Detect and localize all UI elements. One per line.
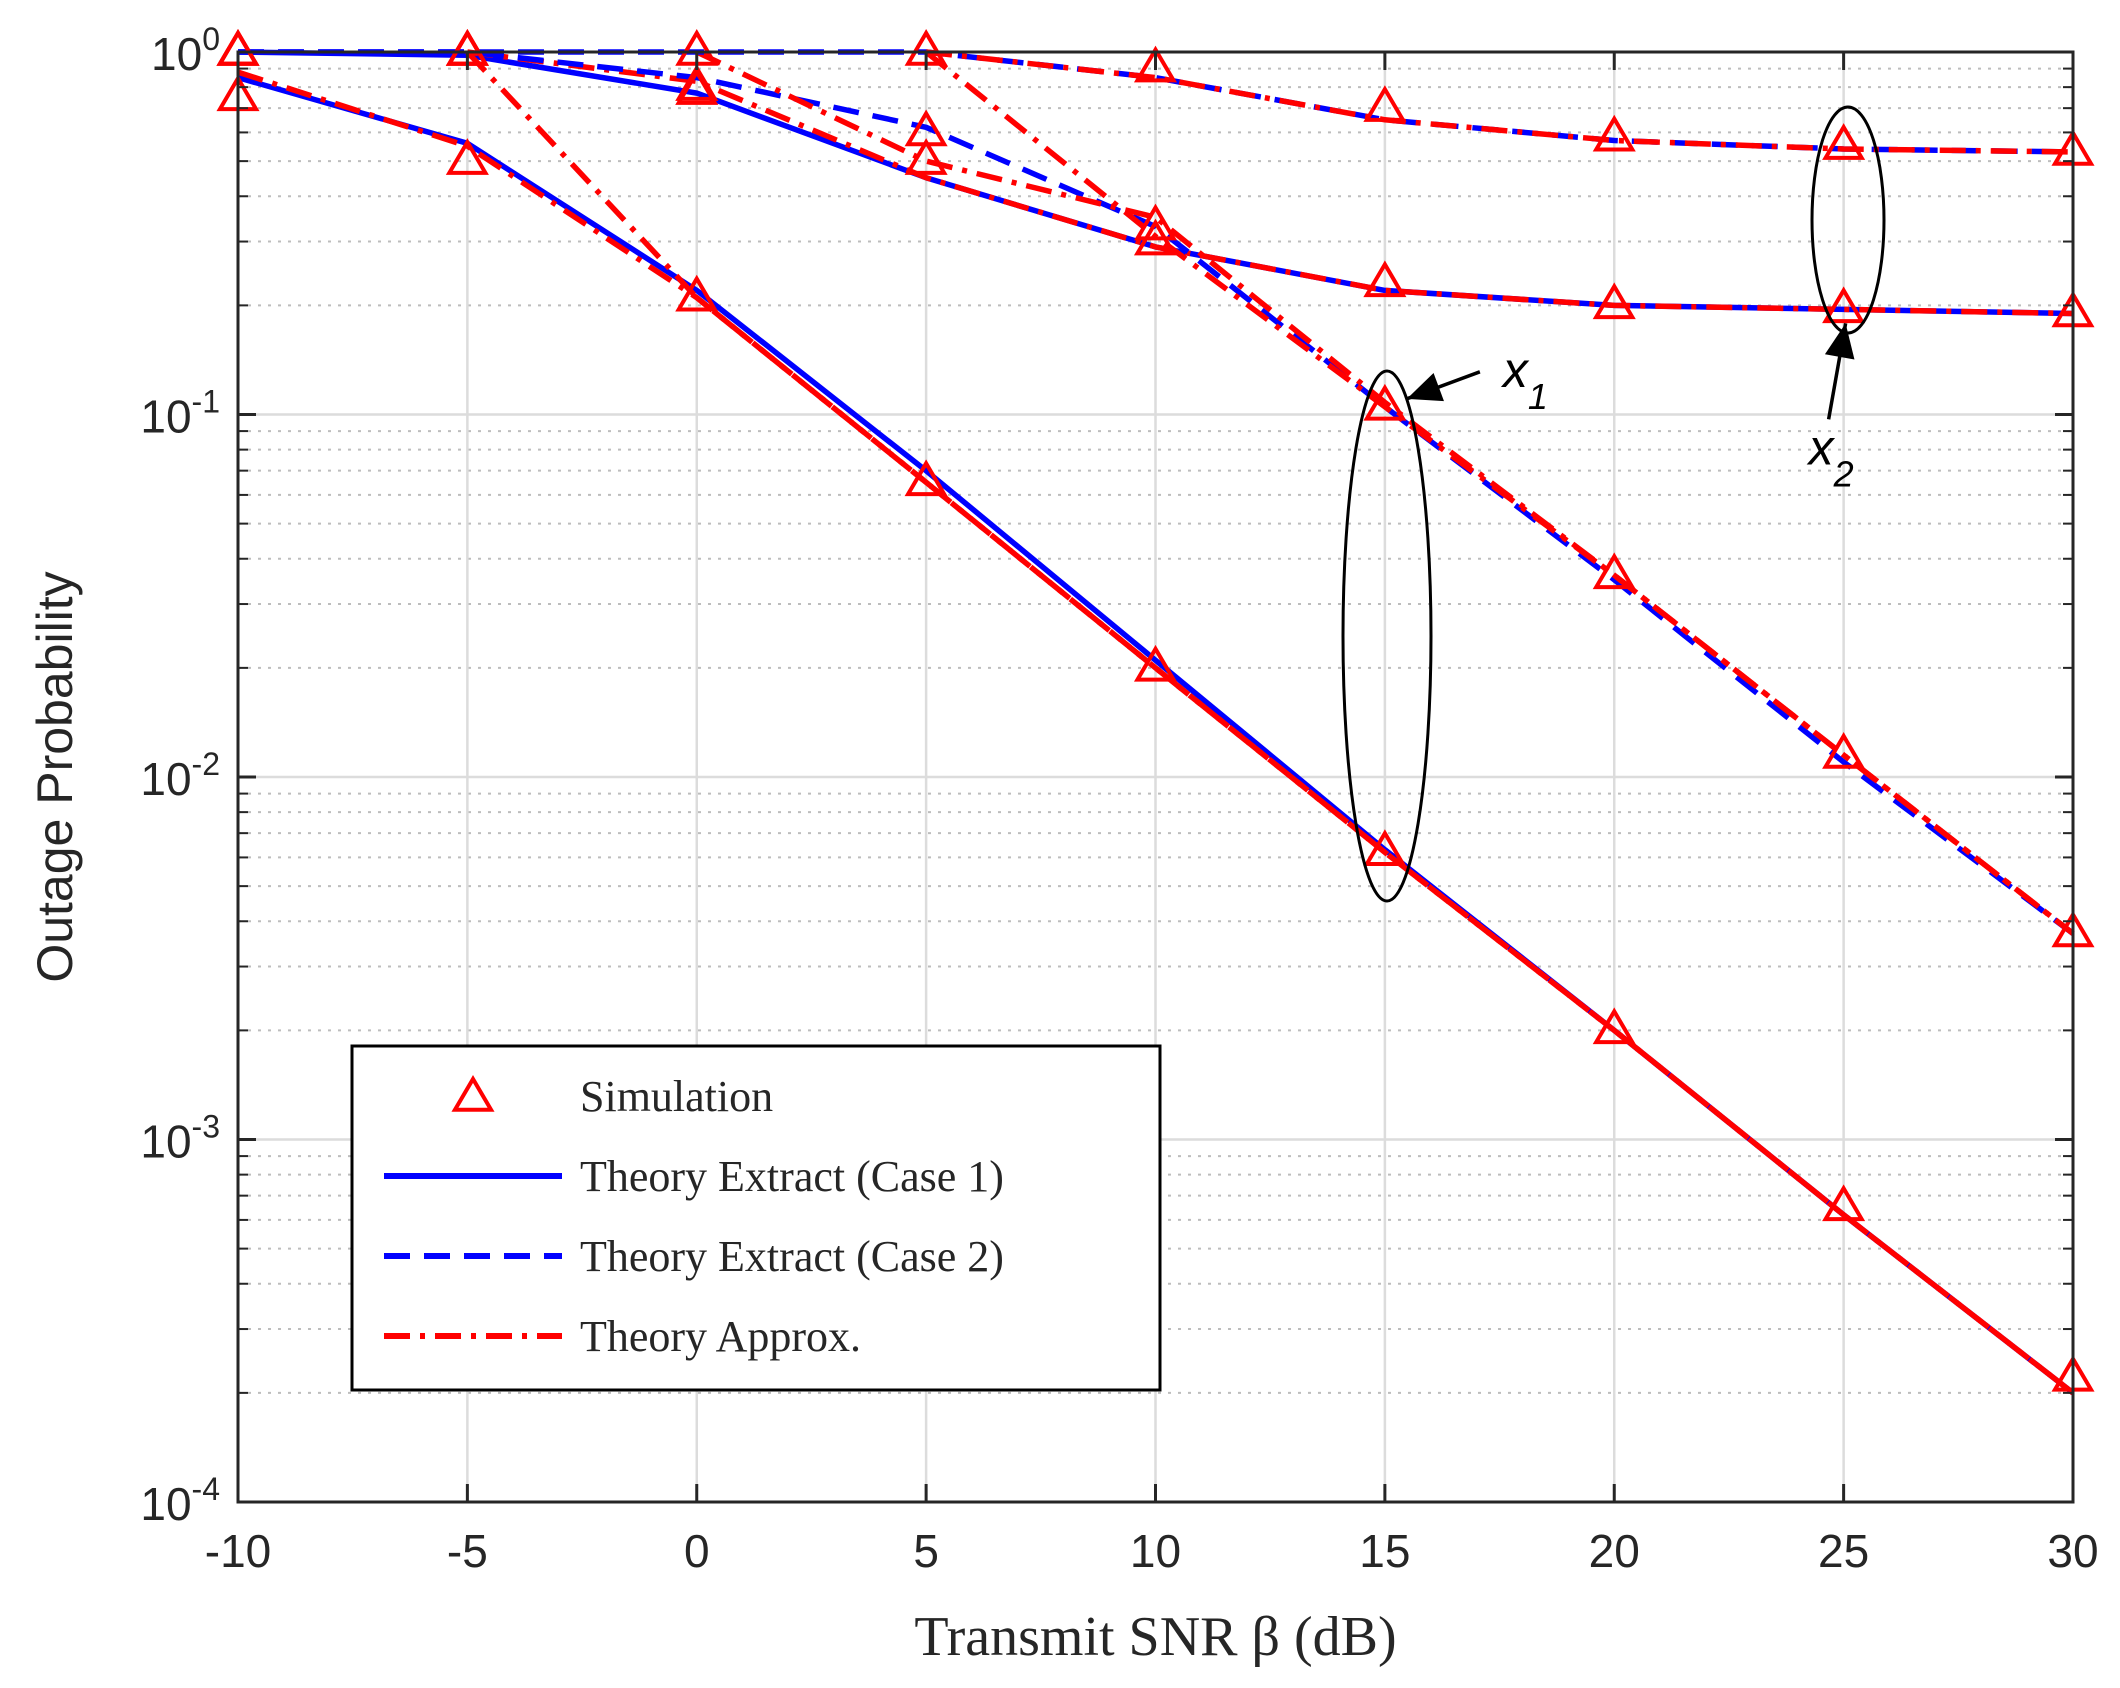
legend-label-simulation: Simulation [580,1072,773,1121]
simulation-marker [1363,85,1407,122]
simulation-marker [1363,383,1407,421]
simulation-marker [1592,282,1636,320]
simulation-marker [904,138,948,175]
x2-group-ellipse [1810,105,1886,335]
y-tick-label: 10-2 [140,746,220,805]
legend-entry-theory-extract-case-1: Theory Extract (Case 1) [384,1152,1004,1201]
series-line [465,50,2075,1396]
annotation-arrow-x1-head [1406,372,1444,402]
x-tick-label: 25 [1818,1525,1869,1577]
simulation-marker [1822,1184,1866,1222]
legend-label-theory-extract-case-2: Theory Extract (Case 2) [580,1232,1004,1281]
x-tick-label: -10 [205,1525,271,1577]
y-axis-title: Outage Probability [27,571,83,982]
legend-label-theory-extract-case-1: Theory Extract (Case 1) [580,1152,1004,1201]
simulation-marker [1363,829,1407,867]
y-tick-label: 10-3 [140,1109,220,1168]
series-line [924,49,2075,936]
legend-label-theory-approx: Theory Approx. [580,1312,861,1361]
legend-entry-simulation: Simulation [451,1072,773,1121]
legend-swatch-triangle [451,1075,495,1112]
axis-ticks: 100 10-1 10-2 10-3 10-4-10 -5 0 5 10 15 20 25 30 [140,21,2098,1577]
annotations: x1 x2 [1341,105,1886,903]
simulation-marker [1822,286,1866,324]
series-line [695,49,2075,936]
series-line [467,49,2074,317]
x-tick-label: 10 [1130,1525,1181,1577]
x-tick-label: 15 [1359,1525,1410,1577]
simulation-marker [1133,203,1178,241]
series-line [238,49,2075,936]
series-line [925,49,2074,155]
simulation-marker [675,64,719,101]
simulation-marker [445,138,489,175]
simulation-marker [675,274,719,312]
annotation-arrow-x2-head [1824,323,1855,360]
x-tick-label: -5 [447,1525,488,1577]
x1-group-ellipse [1341,369,1433,903]
simulation-marker [1592,114,1636,152]
y-tick-label: 10-4 [140,1471,220,1530]
annotation-label-x1: x1 [1501,342,1548,417]
x-tick-label: 30 [2047,1525,2098,1577]
simulation-marker [1822,123,1866,160]
simulation-marker [1592,552,1636,590]
simulation-marker [904,109,948,147]
x-tick-label: 5 [913,1525,939,1577]
simulation-marker [1133,45,1178,83]
simulation-marker [1363,260,1407,298]
simulation-marker [904,459,948,497]
x-tick-label: 20 [1589,1525,1640,1577]
simulation-marker [1592,1007,1636,1045]
simulation-marker [675,68,719,105]
simulation-marker [1822,732,1866,769]
legend-entry-theory-extract-case-2: Theory Extract (Case 2) [384,1232,1004,1281]
x-axis-title: Transmit SNR β (dB) [914,1606,1396,1668]
annotation-label-x2: x2 [1807,419,1854,494]
simulation-marker [1133,644,1178,682]
legend: Simulation Theory Extract (Case 1) Theor… [350,1044,1162,1392]
series-markers [216,29,2095,1392]
y-tick-label: 10-1 [140,384,220,443]
legend-entry-theory-approx: Theory Approx. [384,1312,861,1361]
x-tick-label: 0 [684,1525,710,1577]
y-tick-label: 100 [151,21,220,80]
